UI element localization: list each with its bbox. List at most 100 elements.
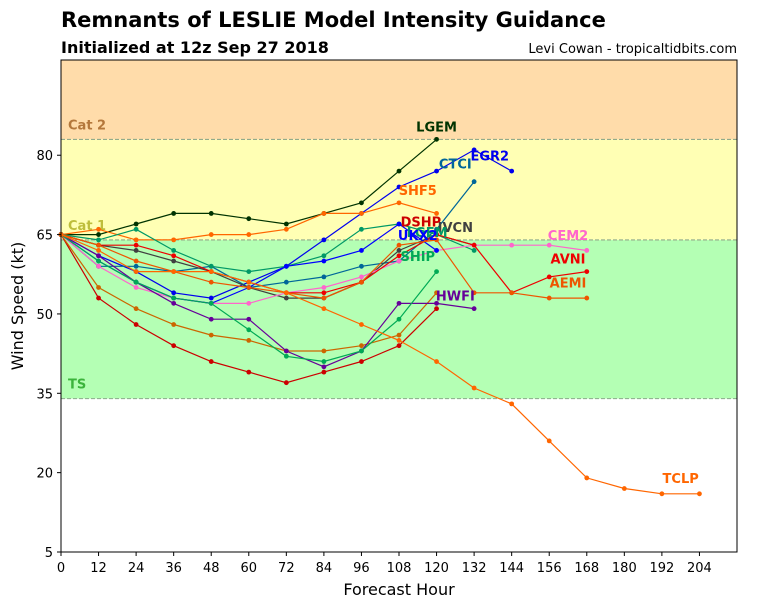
series-point-lgem — [396, 168, 402, 174]
series-point-ivcn — [359, 226, 364, 232]
series-point-hwfi — [283, 348, 289, 354]
series-point-aemi — [321, 295, 327, 301]
series-point-ukx2 — [434, 248, 439, 253]
series-point-ctci — [359, 263, 364, 269]
series-point-tclp — [171, 269, 177, 275]
series-point-dshp — [208, 359, 214, 364]
series-point-shf5 — [246, 232, 252, 237]
series-point-ctci — [321, 274, 327, 280]
series-point-aemi — [359, 279, 364, 285]
series-point-lgem — [133, 306, 139, 312]
series-point-shf5 — [96, 226, 101, 232]
band-cat-2 — [61, 60, 737, 140]
series-point-egr2 — [171, 290, 177, 296]
series-point-hwfi — [171, 300, 177, 306]
series-point-tclp — [96, 248, 101, 253]
x-axis-label: Forecast Hour — [343, 580, 455, 599]
series-point-dshp — [396, 343, 402, 349]
series-point-ivcn — [283, 295, 289, 301]
series-point-ship — [396, 316, 402, 322]
series-line-hwfi — [60, 234, 475, 368]
series-point-lgem — [283, 221, 289, 227]
series-label-tclp: TCLP — [663, 472, 699, 487]
band-label: TS — [68, 378, 86, 393]
series-point-tclp — [621, 486, 627, 491]
series-point-aemi — [546, 295, 552, 301]
series-point-egr2 — [509, 168, 515, 174]
series-point-lgem — [321, 348, 327, 354]
series-point-ukx2 — [396, 221, 402, 227]
series-point-avni — [546, 274, 552, 280]
series-point-ivcn — [133, 226, 139, 232]
band-label: Cat 2 — [68, 118, 106, 133]
series-point-aemi — [396, 242, 402, 248]
x-tick-label: 36 — [165, 561, 182, 576]
series-point-cem2 — [246, 300, 252, 306]
series-point-avni — [584, 269, 590, 275]
series-point-cem2 — [396, 258, 402, 264]
x-tick-label: 48 — [203, 561, 220, 576]
series-point-ivcn — [246, 269, 252, 275]
series-point-lgem — [171, 322, 177, 327]
series-point-tclp — [697, 491, 702, 497]
x-tick-label: 12 — [90, 561, 107, 576]
series-label-dshp: DSHP — [401, 216, 442, 231]
series-point-dshp — [359, 359, 364, 364]
x-tick-label: 180 — [612, 561, 637, 576]
y-tick-label: 35 — [36, 387, 53, 402]
series-label-cem2: CEM2 — [548, 229, 588, 244]
y-axis-label: Wind Speed (kt) — [8, 242, 27, 371]
x-tick-label: 72 — [278, 561, 295, 576]
chart-subtitle: Initialized at 12z Sep 27 2018 — [61, 38, 329, 57]
series-point-hwfi — [246, 316, 252, 322]
series-point-egr2 — [321, 237, 327, 243]
series-point-lgem — [133, 221, 139, 227]
series-point-cem2 — [359, 274, 364, 280]
series-line-ctci — [60, 181, 475, 289]
series-point-aemi — [434, 237, 439, 243]
x-tick-label: 192 — [649, 561, 674, 576]
series-point-ivcn — [171, 258, 177, 264]
series-point-ukx2 — [359, 248, 364, 253]
series-point-lgem — [208, 211, 214, 216]
series-point-tclp — [434, 359, 439, 364]
x-tick-label: 24 — [128, 561, 145, 576]
series-label-ivcn: IVCN — [438, 221, 473, 236]
series-point-aemi — [509, 290, 515, 296]
series-point-lgem — [246, 337, 252, 343]
series-point-cem2 — [133, 285, 139, 290]
chart-axes: 0 12 24 36 48 60 72 84 96 108 120 132 144 156 168 180 19… — [36, 59, 738, 576]
series-point-avni — [171, 253, 177, 259]
y-tick-label: 65 — [36, 229, 53, 244]
series-point-ship — [246, 327, 252, 333]
series-point-ukx2 — [321, 258, 327, 264]
series-point-dshp — [246, 369, 252, 375]
series-point-shf5 — [434, 211, 439, 216]
series-point-tclp — [509, 401, 515, 407]
series-point-tclp — [359, 322, 364, 327]
series-point-ship — [321, 359, 327, 364]
x-tick-label: 108 — [387, 561, 412, 576]
series-point-cem2 — [584, 248, 590, 253]
x-tick-label: 156 — [537, 561, 562, 576]
series-point-shf5 — [133, 237, 139, 243]
series-point-shf5 — [208, 232, 214, 237]
series-point-ship — [434, 269, 439, 275]
series-point-tclp — [396, 337, 402, 343]
series-point-lgem — [96, 285, 101, 290]
x-tick-label: 168 — [574, 561, 599, 576]
series-point-shf5 — [283, 226, 289, 232]
series-point-cem2 — [321, 285, 327, 290]
series-point-tclp — [246, 279, 252, 285]
series-point-cem2 — [546, 242, 552, 248]
series-point-tclp — [584, 475, 590, 481]
series-point-aemi — [246, 285, 252, 290]
series-point-ukx2 — [283, 263, 289, 269]
series-point-dshp — [434, 306, 439, 312]
series-point-ship — [359, 348, 364, 354]
series-point-hwfi — [208, 316, 214, 322]
series-label-ctci: CTCI — [439, 157, 472, 172]
series-point-hwfi — [396, 300, 402, 306]
series-point-ivcn — [471, 248, 477, 253]
